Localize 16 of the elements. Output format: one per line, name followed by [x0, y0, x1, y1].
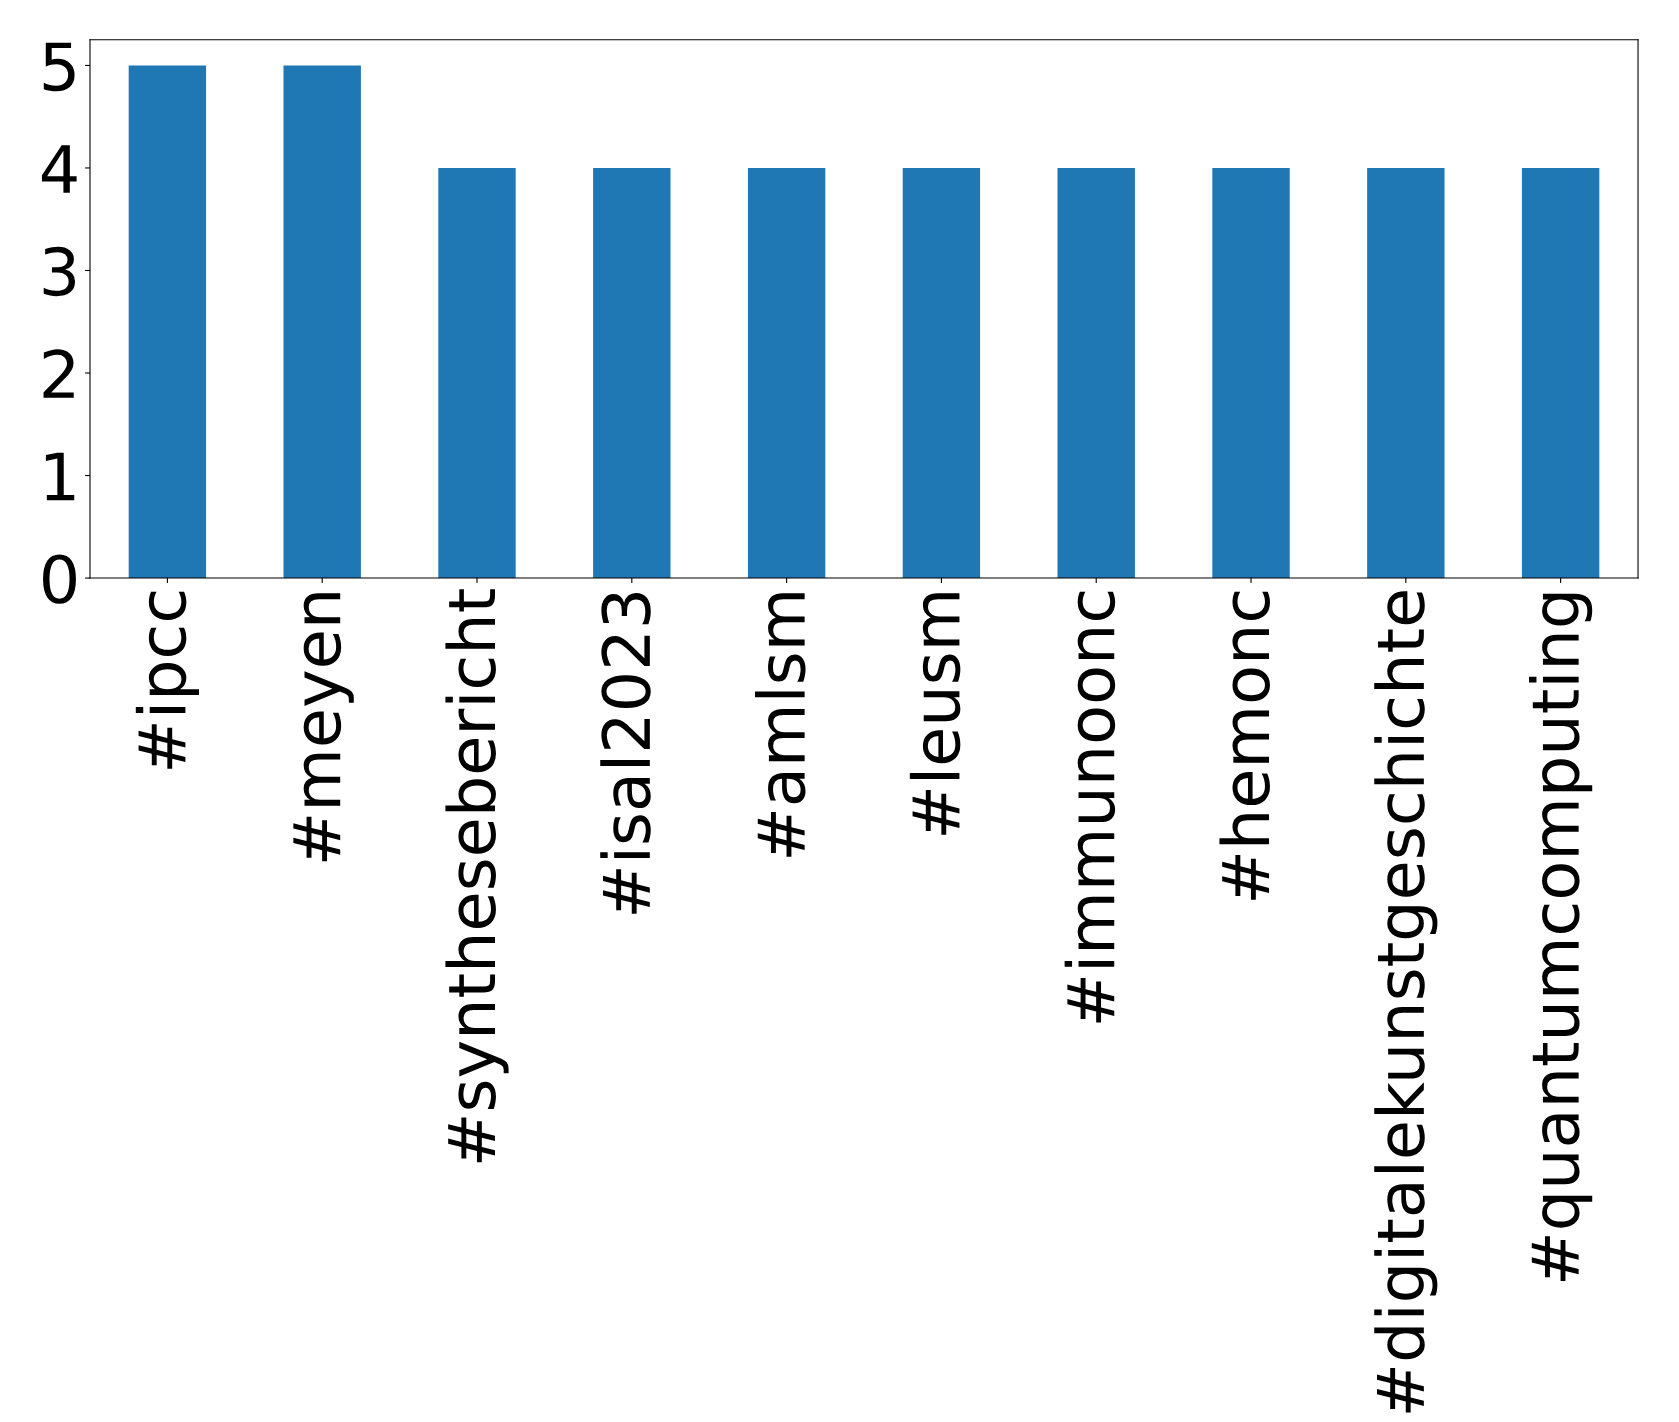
x-tick-label: #hemonc	[1219, 591, 1270, 900]
x-tick-label: #amlsm	[755, 593, 806, 857]
y-tick-label: 3	[43, 246, 76, 297]
x-tick-label: #ipcc	[135, 591, 199, 769]
y-tick-label: 0	[43, 554, 76, 604]
x-tick-label: #leusm	[909, 593, 961, 835]
x-tick-label: #meyen	[293, 593, 354, 862]
y-tick-label: 4	[41, 145, 77, 193]
x-tick-label: #isal2023	[600, 593, 651, 914]
y-tick-label: 5	[43, 42, 75, 92]
y-tick-label: 1	[45, 452, 75, 501]
x-tick-label: #digitalekunstgeschichte	[1374, 591, 1438, 1413]
y-tick-label: 2	[43, 349, 74, 398]
x-tick-label: #quantumcomputing	[1529, 593, 1593, 1281]
x-tick-label: #immunoonc	[1064, 591, 1116, 1023]
x-tick-label: #synthesebericht	[445, 589, 509, 1163]
